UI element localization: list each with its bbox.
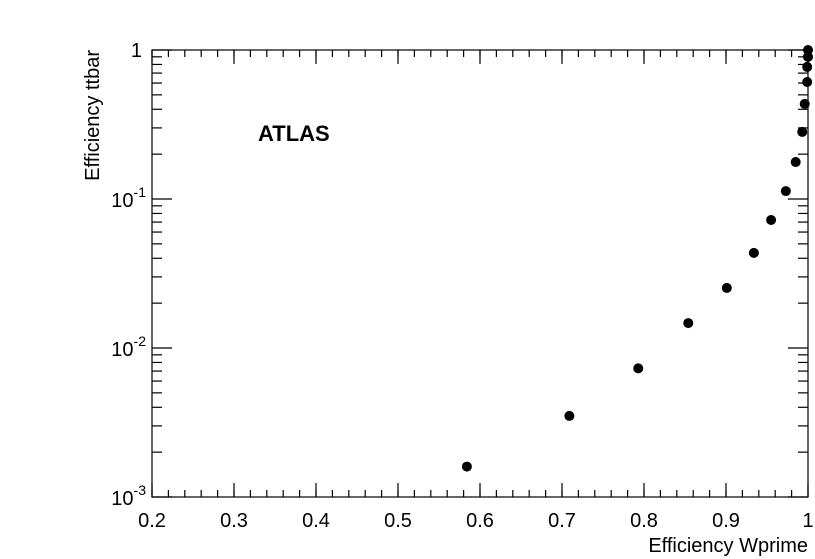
x-tick-label: 0.4 <box>302 510 330 532</box>
y-tick-base: 10 <box>111 190 133 212</box>
data-point <box>803 45 813 55</box>
x-tick-label: 0.9 <box>712 510 740 532</box>
data-point <box>748 247 759 258</box>
data-point <box>564 410 575 421</box>
data-point <box>797 126 808 137</box>
data-point <box>802 76 813 87</box>
x-tick-label: 0.5 <box>384 510 412 532</box>
data-point <box>721 282 732 293</box>
data-point <box>799 98 810 109</box>
data-point <box>790 157 801 168</box>
y-tick-exponent: -2 <box>134 333 147 349</box>
x-tick-label: 0.6 <box>466 510 494 532</box>
data-point <box>802 61 813 72</box>
x-tick-label: 0.2 <box>138 510 166 532</box>
data-point <box>766 214 777 225</box>
data-point <box>461 461 472 472</box>
y-tick-label: 10-1 <box>111 184 146 212</box>
y-tick-base: 10 <box>111 488 133 510</box>
y-tick-label: 10-2 <box>111 333 146 361</box>
y-axis-title: Efficiency ttbar <box>82 50 104 181</box>
x-tick-label: 0.3 <box>220 510 248 532</box>
data-point <box>683 318 694 329</box>
plot-frame <box>151 49 809 498</box>
x-tick-label: 1 <box>802 510 813 532</box>
data-point <box>780 186 791 197</box>
data-point <box>633 363 644 374</box>
x-tick-label: 0.7 <box>548 510 576 532</box>
y-tick-base: 10 <box>111 339 133 361</box>
x-tick-label: 0.8 <box>630 510 658 532</box>
y-tick-exponent: -3 <box>134 482 147 498</box>
annotation: ATLAS <box>258 121 330 146</box>
y-tick-label: 10-3 <box>111 482 146 510</box>
y-tick-exponent: -1 <box>134 184 147 200</box>
y-tick-label: 1 <box>131 40 142 62</box>
x-axis-title: Efficiency Wprime <box>648 535 808 557</box>
